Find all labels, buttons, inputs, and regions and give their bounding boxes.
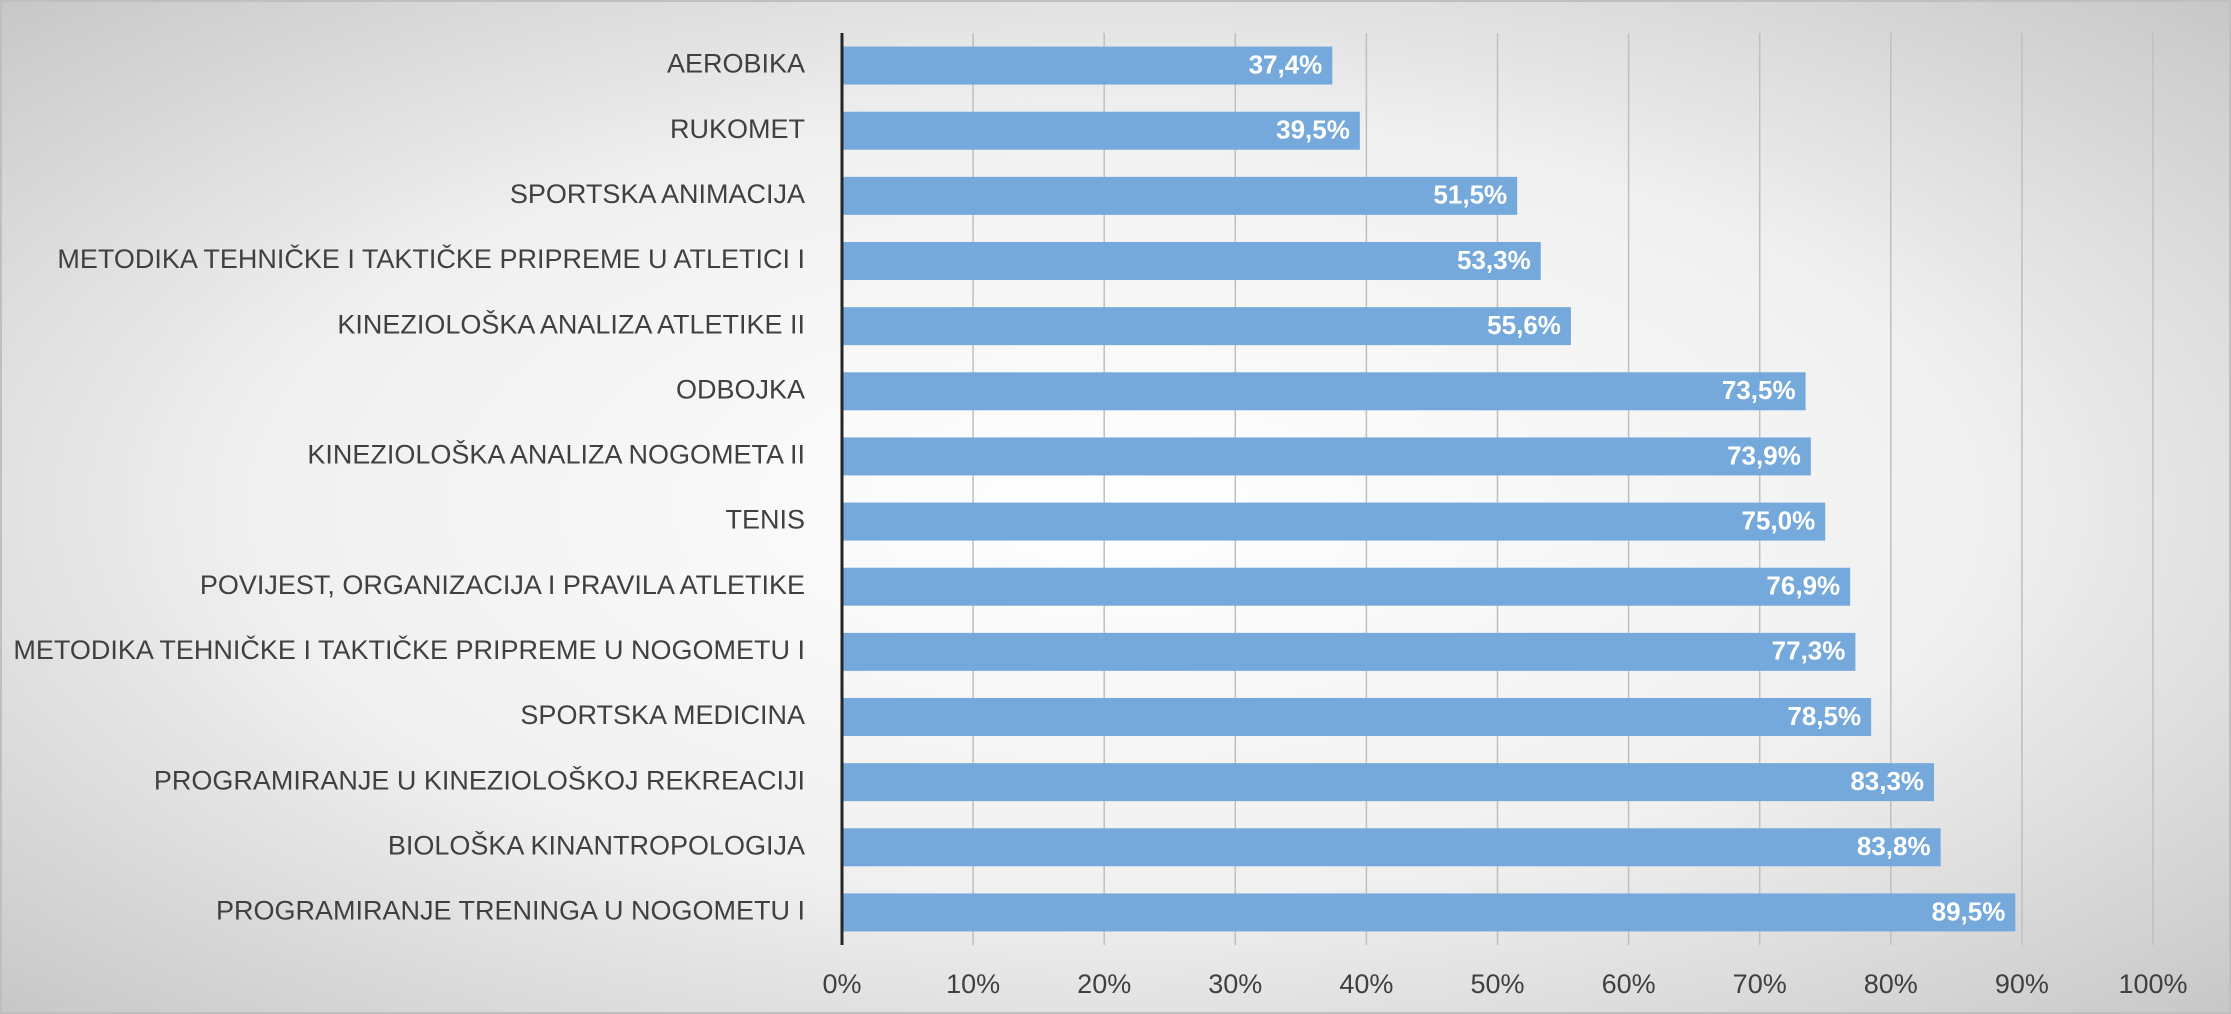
data-label: 77,3% [1772, 636, 1846, 666]
x-tick-label: 40% [1339, 969, 1393, 999]
y-tick-label: SPORTSKA MEDICINA [520, 700, 805, 730]
bar [842, 567, 1851, 606]
y-tick-label: METODIKA TEHNIČKE I TAKTIČKE PRIPREME U … [13, 634, 805, 665]
bar [842, 111, 1360, 150]
x-tick-label: 30% [1208, 969, 1262, 999]
bar [842, 46, 1333, 85]
y-tick-label: BIOLOŠKA KINANTROPOLOGIJA [388, 829, 805, 860]
bar [842, 698, 1872, 736]
data-label: 39,5% [1276, 115, 1350, 145]
y-tick-label: SPORTSKA ANIMACIJA [510, 179, 805, 209]
bar [842, 372, 1806, 411]
data-label: 78,5% [1787, 701, 1861, 731]
x-tick-label: 10% [946, 969, 1000, 999]
data-label: 51,5% [1433, 180, 1507, 210]
data-label: 83,8% [1857, 831, 1931, 861]
data-label: 53,3% [1457, 245, 1531, 275]
y-tick-label: METODIKA TEHNIČKE I TAKTIČKE PRIPREME U … [57, 243, 805, 274]
x-tick-label: 90% [1995, 969, 2049, 999]
data-label: 73,9% [1727, 440, 1801, 470]
data-label: 73,5% [1722, 375, 1796, 405]
bar [842, 437, 1811, 476]
y-tick-label: POVIJEST, ORGANIZACIJA I PRAVILA ATLETIK… [200, 570, 805, 600]
data-label: 83,3% [1850, 766, 1924, 796]
data-label: 75,0% [1742, 505, 1816, 535]
data-label: 89,5% [1932, 896, 2006, 926]
x-tick-label: 70% [1733, 969, 1787, 999]
bar [842, 307, 1571, 346]
data-label: 76,9% [1766, 571, 1840, 601]
x-tick-label: 60% [1602, 969, 1656, 999]
x-tick-label: 20% [1077, 969, 1131, 999]
bar [842, 176, 1518, 215]
y-tick-label: KINEZIOLOŠKA ANALIZA NOGOMETA II [307, 439, 805, 470]
y-tick-label: PROGRAMIRANJE U KINEZIOLOŠKOJ REKREACIJI [154, 764, 805, 795]
data-label: 37,4% [1249, 49, 1323, 79]
data-label: 55,6% [1487, 310, 1561, 340]
y-tick-label: RUKOMET [670, 114, 805, 144]
y-tick-label: ODBOJKA [676, 374, 805, 404]
y-tick-label: AEROBIKA [667, 49, 805, 79]
x-tick-label: 100% [2118, 969, 2187, 999]
x-tick-label: 80% [1864, 969, 1918, 999]
y-tick-label: TENIS [725, 505, 805, 535]
y-tick-label: KINEZIOLOŠKA ANALIZA ATLETIKE II [337, 308, 805, 339]
bar [842, 502, 1826, 541]
bar [842, 893, 2016, 932]
x-tick-label: 0% [822, 969, 861, 999]
bar [842, 632, 1856, 671]
bar [842, 828, 1941, 867]
bar [842, 242, 1541, 280]
x-tick-label: 50% [1470, 969, 1524, 999]
y-tick-label: PROGRAMIRANJE TRENINGA U NOGOMETU I [216, 896, 805, 926]
bar [842, 763, 1935, 802]
